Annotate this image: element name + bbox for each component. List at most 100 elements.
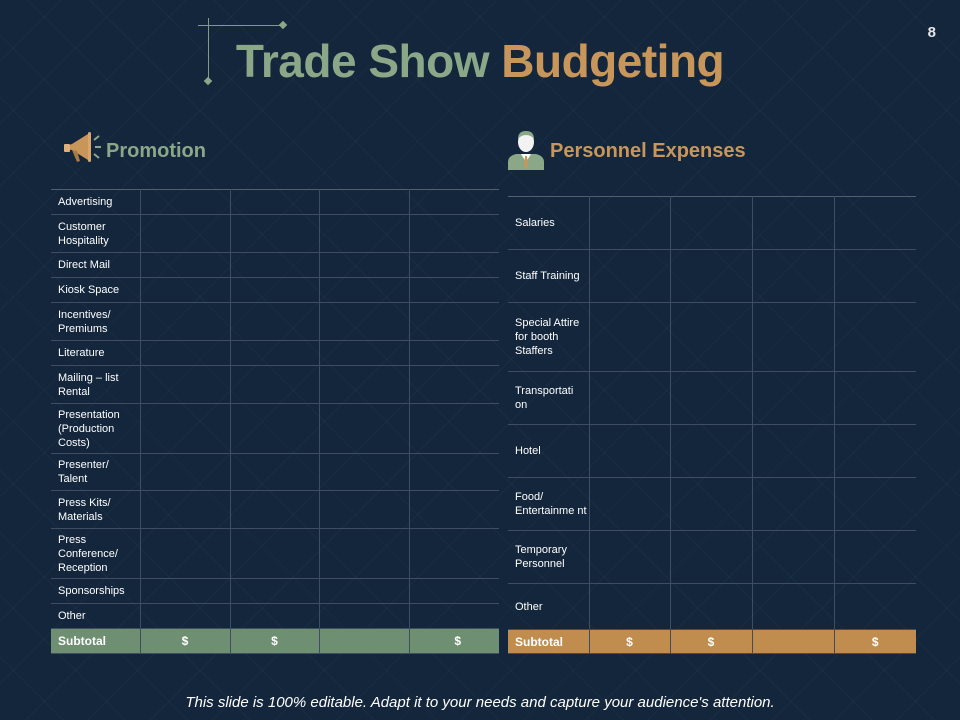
table-row: Hotel (508, 424, 916, 478)
subtotal-cell: $ (230, 628, 320, 654)
row-label: Press Kits/ Materials (51, 490, 141, 529)
row-label: Transportati on (508, 371, 590, 425)
table-cell (319, 365, 410, 404)
table-row: Special Attire for booth Staffers (508, 302, 916, 372)
table-cell (670, 371, 753, 425)
subtotal-cell: $ (140, 628, 231, 654)
promotion-table: Advertising Customer Hospitality Direct … (51, 189, 499, 654)
row-label: Advertising (51, 189, 141, 215)
table-cell (589, 371, 671, 425)
row-label: Literature (51, 340, 141, 366)
table-cell (589, 583, 671, 630)
table-cell (230, 189, 320, 215)
table-row: Press Conference/ Reception (51, 528, 499, 579)
table-cell (140, 365, 231, 404)
table-row: Other (51, 603, 499, 629)
table-cell (409, 340, 499, 366)
table-cell (752, 196, 835, 250)
row-label: Incentives/ Premiums (51, 302, 141, 341)
table-cell (670, 530, 753, 584)
table-cell (752, 371, 835, 425)
table-row: Sponsorships (51, 578, 499, 604)
table-cell (409, 214, 499, 253)
table-cell (589, 196, 671, 250)
title-part-1: Trade Show (235, 35, 490, 87)
subtotal-label: Subtotal (508, 629, 590, 654)
table-cell (230, 453, 320, 491)
table-cell (319, 578, 410, 604)
table-cell (409, 603, 499, 629)
table-cell (319, 252, 410, 278)
table-cell (140, 214, 231, 253)
table-row: Kiosk Space (51, 277, 499, 303)
table-row: Temporary Personnel (508, 530, 916, 584)
slide-number: 8 (927, 24, 936, 41)
table-cell (670, 583, 753, 630)
table-cell (670, 424, 753, 478)
table-cell (230, 578, 320, 604)
table-cell (409, 252, 499, 278)
row-label: Special Attire for booth Staffers (508, 302, 590, 372)
title-part-2: Budgeting (501, 35, 725, 87)
table-cell (230, 252, 320, 278)
table-cell (589, 302, 671, 372)
table-cell (319, 603, 410, 629)
table-row: Literature (51, 340, 499, 366)
subtotal-row: Subtotal $ $ $ (508, 629, 916, 654)
person-icon (508, 131, 544, 170)
table-cell (230, 528, 320, 579)
table-cell (409, 490, 499, 529)
subtotal-cell (319, 628, 410, 654)
table-cell (752, 249, 835, 303)
table-row: Customer Hospitality (51, 214, 499, 253)
table-cell (752, 424, 835, 478)
table-cell (319, 277, 410, 303)
table-cell (670, 249, 753, 303)
table-row: Presenter/ Talent (51, 453, 499, 491)
table-cell (409, 189, 499, 215)
table-cell (140, 340, 231, 366)
table-cell (409, 453, 499, 491)
table-cell (752, 302, 835, 372)
table-cell (140, 578, 231, 604)
table-cell (589, 424, 671, 478)
subtotal-cell: $ (409, 628, 499, 654)
table-cell (230, 340, 320, 366)
title-decoration-dot (278, 20, 288, 30)
subtotal-row: Subtotal $ $ $ (51, 628, 499, 654)
table-cell (230, 365, 320, 404)
table-cell (140, 490, 231, 529)
subtotal-cell: $ (670, 629, 753, 654)
row-label: Sponsorships (51, 578, 141, 604)
table-cell (140, 453, 231, 491)
table-cell (670, 477, 753, 531)
promotion-heading: Promotion (106, 140, 206, 162)
table-cell (319, 214, 410, 253)
table-cell (230, 214, 320, 253)
table-cell (670, 302, 753, 372)
row-label: Staff Training (508, 249, 590, 303)
table-cell (230, 403, 320, 454)
megaphone-icon (64, 132, 101, 162)
table-cell (834, 477, 916, 531)
row-label: Press Conference/ Reception (51, 528, 141, 579)
table-cell (140, 277, 231, 303)
row-label: Kiosk Space (51, 277, 141, 303)
personnel-table: Salaries Staff Training Special Attire f… (508, 196, 916, 654)
table-row: Direct Mail (51, 252, 499, 278)
subtotal-cell (752, 629, 835, 654)
table-cell (319, 189, 410, 215)
table-cell (409, 277, 499, 303)
table-row: Incentives/ Premiums (51, 302, 499, 341)
table-cell (230, 490, 320, 529)
subtotal-label: Subtotal (51, 628, 141, 654)
table-row: Staff Training (508, 249, 916, 303)
row-label: Food/ Entertainme nt (508, 477, 590, 531)
row-label: Presentation (Production Costs) (51, 403, 141, 454)
table-cell (230, 277, 320, 303)
table-cell (230, 603, 320, 629)
table-cell (409, 302, 499, 341)
subtotal-cell: $ (589, 629, 671, 654)
table-cell (834, 583, 916, 630)
table-row: Salaries (508, 196, 916, 250)
